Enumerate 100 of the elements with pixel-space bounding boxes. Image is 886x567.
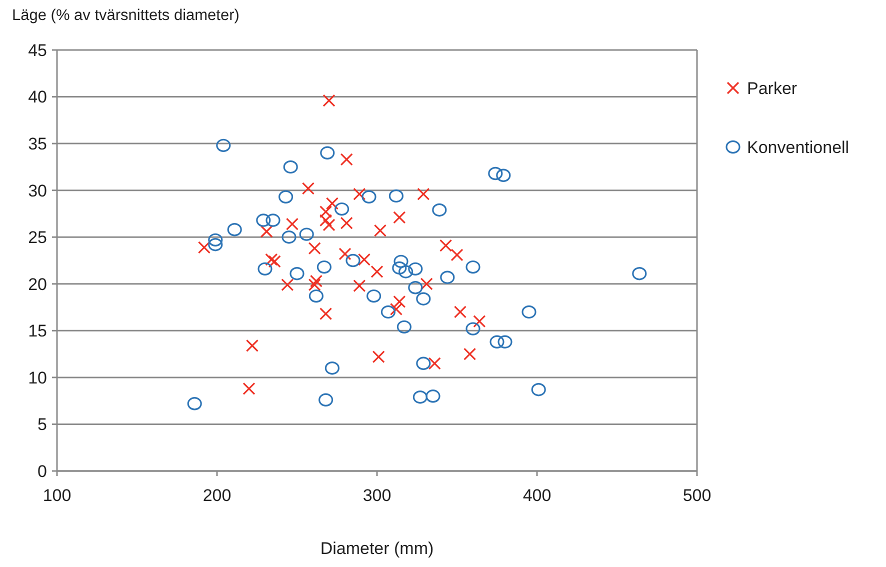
point (208, 233, 223, 247)
point (322, 218, 336, 232)
point (408, 262, 423, 276)
x-tick-label: 100 (42, 486, 72, 505)
point (426, 390, 440, 403)
point (281, 278, 294, 292)
point (490, 335, 504, 348)
point (417, 188, 430, 200)
point (393, 211, 406, 224)
point (394, 254, 408, 268)
x-tick-label: 500 (682, 486, 712, 505)
point (268, 255, 281, 268)
point (498, 335, 512, 348)
point (246, 339, 258, 352)
point (388, 189, 404, 203)
y-tick-label: 45 (28, 40, 47, 60)
point (324, 361, 340, 375)
point (334, 202, 350, 216)
x-tick-label: 200 (202, 486, 232, 505)
point (265, 253, 278, 266)
y-tick-label: 35 (28, 134, 47, 154)
point (338, 248, 352, 260)
point (320, 146, 335, 160)
point (398, 265, 414, 278)
legend-label: Parker (747, 78, 798, 98)
point (466, 260, 480, 274)
point (310, 274, 322, 288)
x-axis-title: Diameter (mm) (320, 539, 434, 558)
point (632, 267, 647, 280)
point (326, 197, 338, 210)
y-tick-label: 5 (38, 415, 47, 434)
point (308, 289, 324, 303)
y-tick-label: 25 (28, 228, 47, 248)
point (308, 278, 321, 292)
point (464, 348, 476, 360)
point (258, 262, 272, 276)
point (308, 242, 321, 255)
point (428, 357, 441, 370)
point (283, 160, 298, 174)
point (466, 322, 480, 336)
point (278, 190, 294, 204)
point (216, 138, 231, 152)
point (302, 182, 314, 195)
point (473, 315, 486, 328)
y-tick-label: 40 (28, 88, 47, 107)
point (346, 254, 360, 268)
point (432, 203, 447, 217)
point (340, 216, 353, 230)
legend-label: Konventionell (747, 138, 850, 157)
point (208, 238, 223, 252)
point (320, 206, 332, 218)
y-tick-label: 10 (28, 368, 47, 388)
point (416, 292, 431, 306)
point (266, 214, 280, 227)
point (440, 270, 455, 284)
point (299, 228, 314, 241)
point (390, 302, 402, 316)
point (320, 308, 332, 320)
point (322, 94, 336, 107)
point (454, 306, 466, 318)
point (290, 267, 304, 280)
point (282, 230, 296, 244)
point (366, 289, 382, 303)
point (488, 166, 503, 180)
point (256, 214, 271, 227)
point (318, 393, 334, 406)
point (393, 295, 406, 308)
point (353, 188, 366, 200)
point (374, 224, 386, 237)
y-axis-title: Läge (% av tvärsnittets diameter) (12, 7, 240, 24)
x-tick-label: 400 (522, 486, 552, 505)
y-tick-label: 30 (28, 181, 47, 200)
y-tick-label: 0 (38, 462, 47, 481)
point (242, 382, 256, 395)
point (340, 153, 353, 166)
point (316, 260, 332, 274)
point (187, 397, 202, 410)
point (286, 218, 298, 230)
point (408, 281, 423, 294)
point (416, 356, 431, 370)
point (198, 241, 210, 254)
point (362, 190, 376, 204)
point (358, 253, 370, 266)
point (496, 168, 511, 182)
y-tick-label: 15 (28, 322, 47, 341)
x-tick-label: 300 (362, 486, 392, 505)
point (392, 261, 407, 275)
point (370, 265, 384, 278)
point (450, 248, 464, 262)
point (380, 305, 396, 319)
point (440, 239, 452, 252)
point (412, 390, 428, 404)
point (531, 383, 546, 396)
point (522, 305, 536, 319)
point (260, 225, 273, 238)
point (420, 278, 433, 290)
point (372, 350, 385, 364)
point (320, 214, 332, 227)
point (353, 279, 366, 292)
y-tick-label: 20 (28, 274, 47, 294)
